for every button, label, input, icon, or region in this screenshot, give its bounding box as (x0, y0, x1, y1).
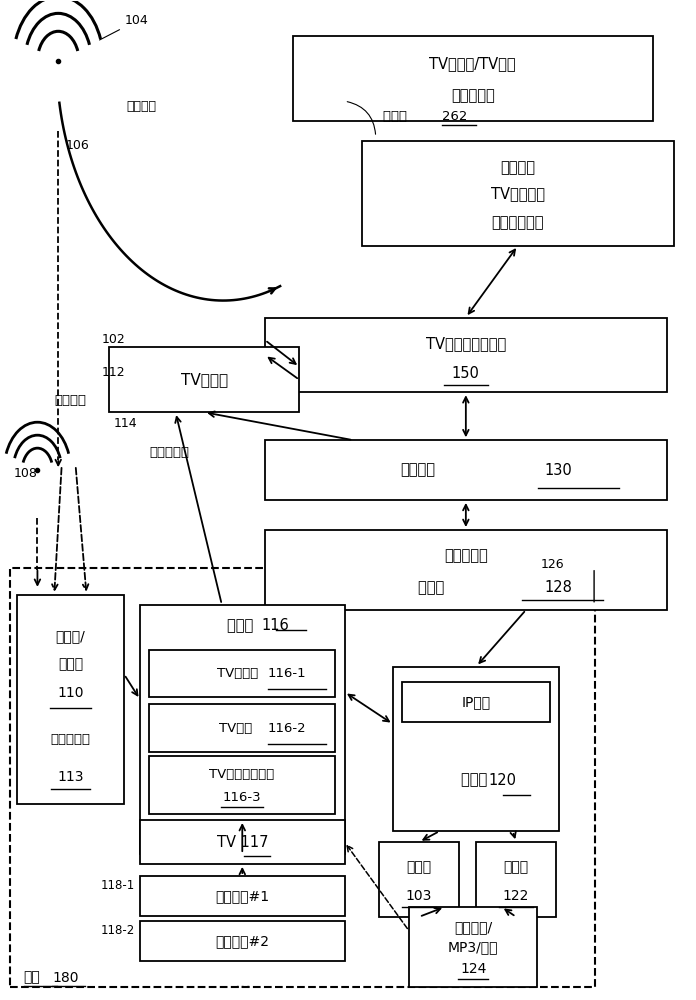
Bar (140, 921, 345, 961)
Bar (17, 595, 124, 804)
Text: 120: 120 (489, 773, 516, 788)
Bar (149, 650, 335, 697)
Text: 控制台: 控制台 (503, 860, 529, 874)
Bar (140, 876, 345, 916)
Text: TV广播者: TV广播者 (180, 372, 228, 387)
Text: 存储器: 存储器 (383, 110, 411, 123)
Text: 113: 113 (57, 770, 84, 784)
Text: 108: 108 (13, 467, 37, 480)
Text: 102: 102 (102, 333, 126, 346)
Text: TV广播者/TV计量: TV广播者/TV计量 (429, 56, 516, 71)
Text: 122: 122 (503, 889, 529, 903)
Bar (362, 141, 674, 246)
Bar (140, 605, 345, 854)
Text: 家庭: 家庭 (24, 971, 40, 985)
Bar (264, 318, 667, 392)
Text: TV采样器: TV采样器 (217, 667, 267, 680)
Text: 130: 130 (544, 463, 572, 478)
Bar (140, 820, 345, 864)
Bar (379, 842, 459, 917)
Text: 程序模块: 程序模块 (500, 160, 535, 175)
Text: MP3/音乐: MP3/音乐 (448, 940, 498, 954)
Text: 116-1: 116-1 (267, 667, 306, 680)
Text: 110: 110 (57, 686, 84, 700)
Text: 126: 126 (541, 558, 564, 571)
Text: （电缆）: （电缆） (54, 394, 86, 407)
Text: 118-2: 118-2 (100, 924, 134, 937)
Bar (476, 842, 556, 917)
Bar (292, 36, 653, 121)
Text: 转换器: 转换器 (58, 657, 83, 671)
Text: 路由器: 路由器 (461, 773, 491, 788)
Text: 118-1: 118-1 (100, 879, 134, 892)
Bar (149, 704, 335, 752)
Text: 数据提供者: 数据提供者 (451, 88, 495, 103)
Bar (149, 756, 335, 814)
Text: 106: 106 (66, 139, 90, 152)
Text: 提供者: 提供者 (418, 580, 449, 595)
Text: （卫星）: （卫星） (126, 100, 156, 113)
Text: TV频道数据: TV频道数据 (491, 186, 545, 201)
Text: 114: 114 (113, 417, 137, 430)
Bar (402, 682, 551, 722)
Text: TV收视历史记录: TV收视历史记录 (209, 768, 274, 781)
Text: TV应用: TV应用 (219, 722, 265, 735)
Text: 124: 124 (460, 962, 487, 976)
Text: 音频指纹数据: 音频指纹数据 (491, 215, 544, 230)
Bar (393, 667, 560, 831)
Text: ...: ... (234, 974, 251, 992)
Text: TV内容识别服务器: TV内容识别服务器 (426, 336, 506, 351)
Bar (264, 530, 667, 610)
Text: 128: 128 (544, 580, 572, 595)
Text: 116: 116 (262, 618, 290, 633)
Text: IP地址: IP地址 (461, 695, 491, 709)
Bar (109, 347, 299, 412)
Text: 因特网服务: 因特网服务 (444, 548, 488, 563)
Text: 104: 104 (100, 14, 148, 40)
Text: 机顶盒: 机顶盒 (227, 618, 258, 633)
Text: 150: 150 (452, 366, 480, 381)
Text: 112: 112 (102, 366, 125, 379)
Text: 103: 103 (406, 889, 432, 903)
Text: 接收器/: 接收器/ (56, 630, 85, 644)
Text: 180: 180 (52, 971, 79, 985)
Text: 262: 262 (441, 110, 467, 123)
Bar (10, 568, 596, 987)
Text: 通信网络: 通信网络 (400, 463, 435, 478)
Bar (264, 440, 667, 500)
Text: 传统机顶盒: 传统机顶盒 (50, 733, 90, 746)
Text: 家庭成员#1: 家庭成员#1 (215, 889, 269, 903)
Text: TV 117: TV 117 (216, 835, 268, 850)
Text: 116-3: 116-3 (223, 791, 261, 804)
Text: 计算机: 计算机 (406, 860, 432, 874)
Text: 家庭成员#2: 家庭成员#2 (215, 934, 269, 948)
Text: 智能电话/: 智能电话/ (454, 920, 492, 934)
Text: （电话线）: （电话线） (149, 446, 189, 459)
Text: 116-2: 116-2 (267, 722, 306, 735)
Bar (409, 907, 537, 987)
